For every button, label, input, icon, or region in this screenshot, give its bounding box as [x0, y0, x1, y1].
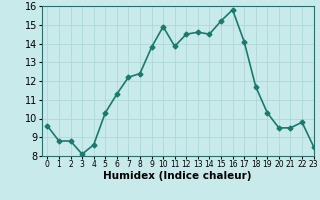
X-axis label: Humidex (Indice chaleur): Humidex (Indice chaleur)	[103, 171, 252, 181]
